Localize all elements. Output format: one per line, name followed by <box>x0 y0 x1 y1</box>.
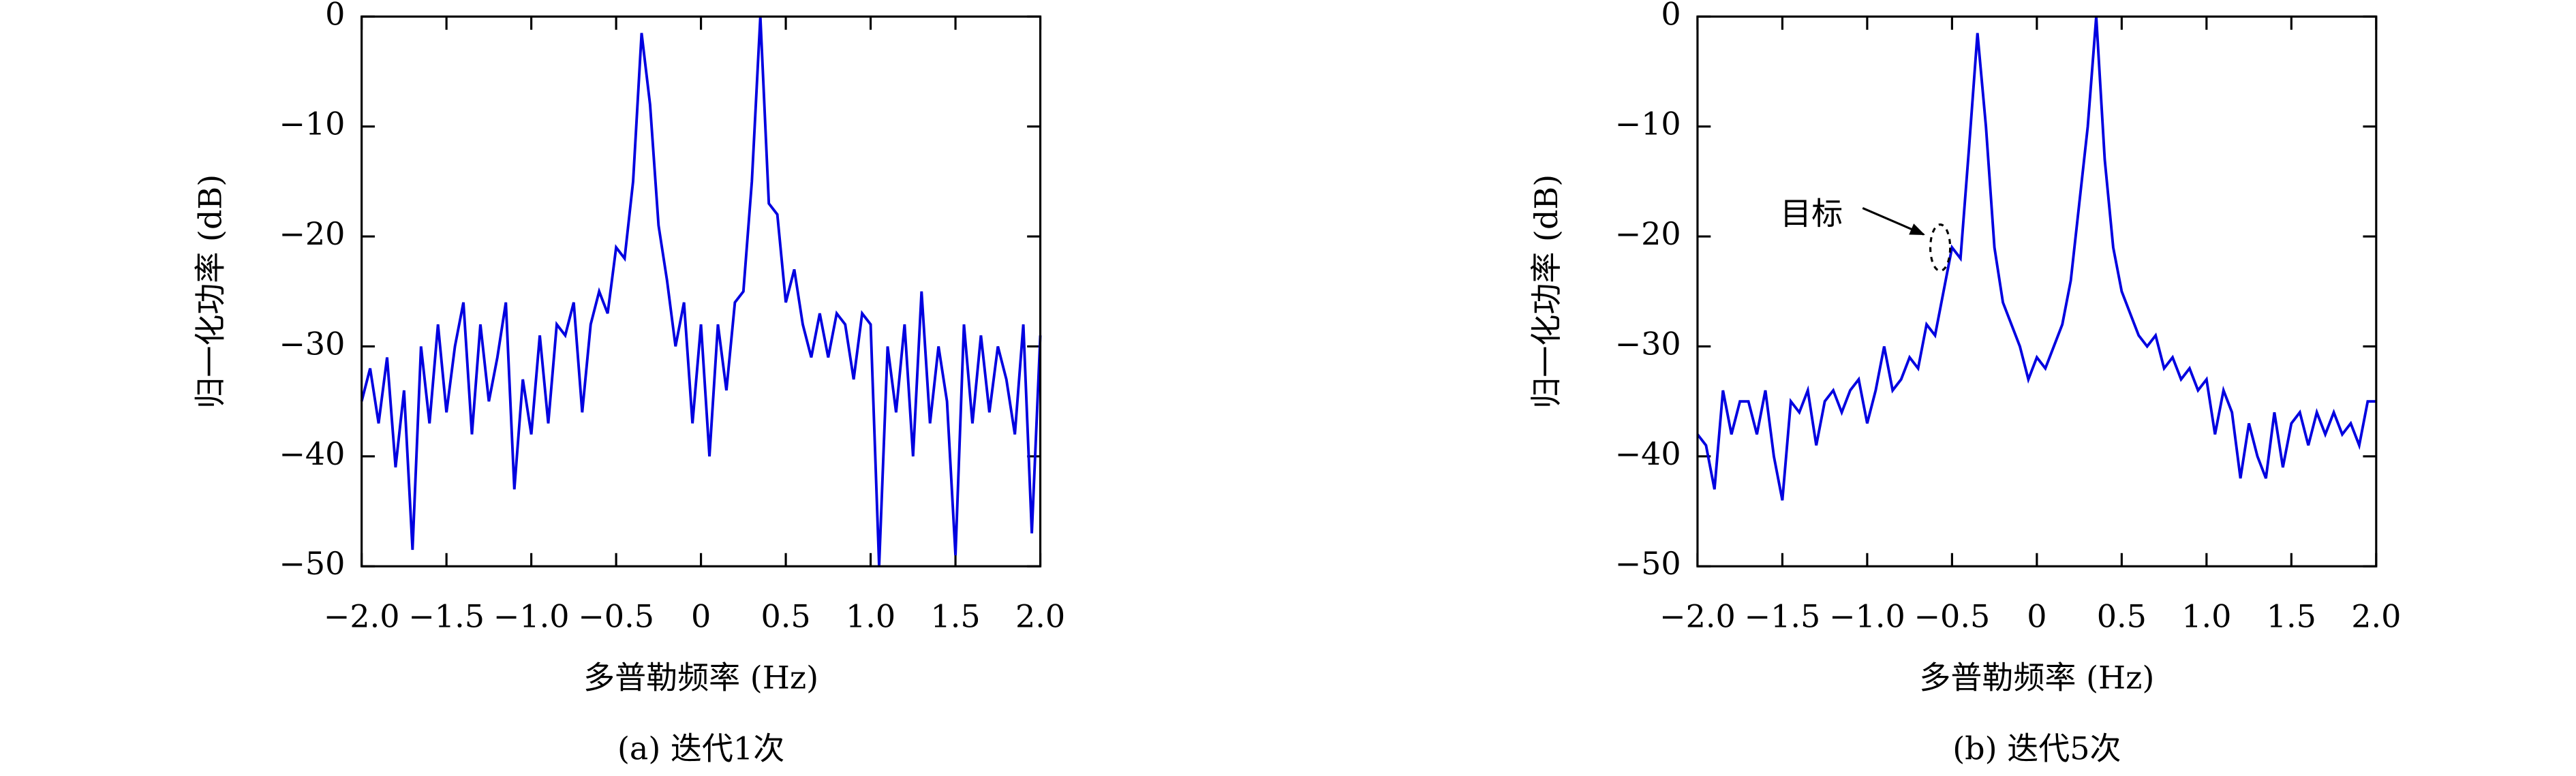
x-tick-label: −2.0 <box>1659 598 1736 635</box>
data-line <box>1696 16 2376 501</box>
y-tick-label: 0 <box>1661 0 1681 32</box>
x-tick-label: −1.0 <box>1829 598 1905 635</box>
y-tick-label: −20 <box>1615 215 1681 252</box>
data-line <box>360 16 1042 567</box>
caption: (b) 迭代5次 <box>1952 730 2121 767</box>
y-axis-label: 归一化功率 (dB) <box>1528 174 1565 409</box>
caption: (a) 迭代1次 <box>617 730 784 767</box>
x-tick-label: −2.0 <box>324 598 400 635</box>
plot-frame <box>361 15 1042 568</box>
x-tick-label: 1.5 <box>2267 598 2316 635</box>
y-tick-label: −50 <box>279 545 345 582</box>
y-tick-label: −40 <box>279 435 345 472</box>
x-tick-label: 0 <box>2027 598 2046 635</box>
x-tick-label: −1.5 <box>408 598 485 635</box>
x-tick-label: −1.0 <box>493 598 570 635</box>
x-tick-label: 0.5 <box>2097 598 2147 635</box>
x-axis-label: 多普勒频率 (Hz) <box>1919 659 2154 696</box>
x-tick-label: −1.5 <box>1745 598 1821 635</box>
x-tick-label: −0.5 <box>578 598 654 635</box>
x-tick-label: 1.0 <box>2181 598 2231 635</box>
x-tick-label: 1.0 <box>846 598 895 635</box>
plot-frame <box>1696 15 2378 568</box>
x-tick-label: 0.5 <box>761 598 810 635</box>
annotation-ellipse <box>1929 223 1952 273</box>
y-tick-label: −20 <box>279 215 345 252</box>
x-tick-label: 1.5 <box>930 598 980 635</box>
y-tick-label: −10 <box>1615 106 1681 142</box>
y-tick-label: −30 <box>279 325 345 362</box>
y-axis-label: 归一化功率 (dB) <box>192 174 229 409</box>
x-tick-label: −0.5 <box>1914 598 1991 635</box>
x-tick-label: 2.0 <box>2351 598 2401 635</box>
x-tick-label: 2.0 <box>1015 598 1065 635</box>
y-tick-label: −50 <box>1615 545 1681 582</box>
x-axis-label: 多普勒频率 (Hz) <box>583 659 818 696</box>
y-tick-label: −10 <box>279 106 345 142</box>
x-tick-label: 0 <box>691 598 711 635</box>
y-tick-label: −40 <box>1615 435 1681 472</box>
annotation: 目标 <box>1780 196 1843 232</box>
y-tick-label: −30 <box>1615 325 1681 362</box>
y-tick-label: 0 <box>325 0 345 32</box>
annotation-arrow <box>1862 206 1925 236</box>
